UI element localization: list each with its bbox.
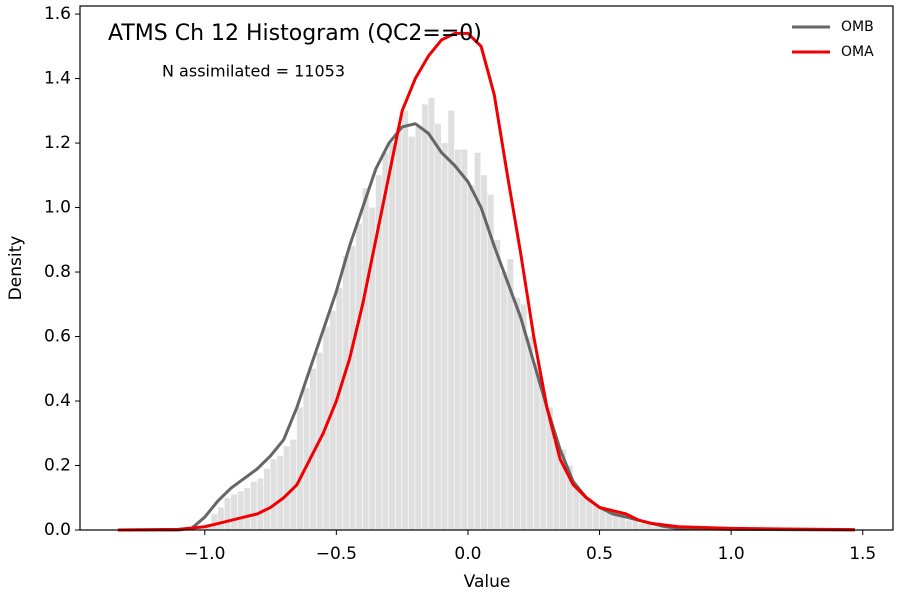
y-tick-label: 0.0 — [44, 520, 71, 540]
histogram-bar — [402, 110, 409, 531]
histogram-bar — [211, 513, 218, 530]
y-axis-label: Density — [6, 236, 26, 301]
histogram-bar — [540, 391, 547, 530]
y-tick-label: 0.6 — [44, 327, 71, 347]
histogram-bar — [270, 459, 277, 530]
histogram-bar — [244, 488, 251, 530]
x-tick-label: 1.5 — [849, 544, 876, 564]
chart-title: ATMS Ch 12 Histogram (QC2==0) — [108, 21, 482, 46]
histogram-bar — [632, 520, 639, 530]
histogram-bar — [283, 446, 290, 530]
histogram-bar — [645, 523, 652, 530]
histogram-bar — [454, 149, 461, 530]
histogram-bar — [342, 255, 349, 530]
histogram-bar — [487, 194, 494, 530]
histogram-bar — [514, 297, 520, 530]
histogram-bar — [415, 126, 422, 530]
histogram-bar — [599, 507, 606, 530]
x-tick-label: −0.5 — [316, 544, 357, 564]
histogram-bar — [263, 468, 270, 530]
y-tick-label: 0.2 — [44, 456, 71, 476]
histogram-bar — [369, 207, 376, 531]
histogram-bar — [277, 455, 284, 530]
y-tick-label: 0.4 — [44, 391, 71, 411]
x-tick-label: 0.0 — [454, 544, 481, 564]
histogram-bar — [421, 104, 428, 530]
line-oma — [117, 31, 855, 532]
histogram-bar — [257, 478, 264, 530]
histogram-bar — [441, 143, 448, 531]
histogram-bar — [625, 520, 632, 530]
histogram-bar — [579, 494, 586, 530]
histogram-bar — [224, 497, 231, 530]
x-axis-label: Value — [464, 572, 511, 592]
histogram-bar — [639, 523, 645, 530]
histogram-bar — [356, 223, 363, 530]
x-tick-label: 1.0 — [718, 544, 745, 564]
histogram-bar — [329, 310, 336, 530]
histogram-bar — [586, 497, 593, 530]
histogram-bar — [349, 246, 356, 531]
histogram-bar — [428, 97, 435, 530]
histogram-bar — [395, 126, 402, 530]
histogram-bar — [533, 362, 540, 530]
y-tick-label: 1.2 — [44, 133, 71, 153]
histogram-bar — [481, 175, 488, 531]
histogram-bar — [290, 439, 297, 530]
histogram-bar — [652, 526, 659, 530]
histogram-bar — [467, 184, 474, 530]
histogram-bar — [520, 304, 527, 530]
histogram-bar — [303, 388, 310, 530]
histogram-bar — [435, 123, 442, 531]
histogram-bar — [612, 513, 619, 530]
histogram-bar — [217, 507, 224, 530]
histogram-bar — [566, 465, 573, 530]
histogram-bar — [560, 449, 567, 530]
y-tick-label: 1.0 — [44, 198, 71, 218]
histogram-bar — [362, 188, 369, 530]
line-omb — [117, 122, 855, 532]
axes-frame — [79, 5, 894, 531]
histogram-bar — [500, 272, 507, 530]
histogram-bar — [474, 152, 481, 530]
histogram-bar — [375, 175, 382, 531]
legend-label: OMB — [841, 19, 874, 35]
histogram-bar — [507, 259, 514, 530]
plot-area — [117, 31, 855, 532]
histogram-bar — [553, 439, 560, 530]
histogram-bar — [494, 239, 501, 531]
histogram-bar — [461, 149, 468, 530]
histogram-bar — [310, 368, 317, 530]
x-tick-label: 0.5 — [586, 544, 613, 564]
histogram-bar — [237, 491, 244, 530]
histogram-bar — [336, 288, 343, 530]
x-tick-label: −1.0 — [184, 544, 225, 564]
histogram-bar — [619, 517, 626, 530]
histogram-bar — [296, 407, 303, 530]
histogram-bar — [250, 481, 257, 530]
histogram-bar — [606, 510, 613, 530]
histogram-bar — [658, 526, 665, 530]
legend-label: OMA — [841, 44, 874, 60]
histogram-bar — [382, 152, 389, 530]
histogram-bar — [573, 488, 580, 530]
histogram-bar — [231, 494, 238, 530]
histogram-bar — [388, 143, 395, 531]
y-tick-label: 1.6 — [44, 4, 71, 24]
histogram-bar — [527, 336, 534, 530]
y-tick-label: 0.8 — [44, 262, 71, 282]
histogram-bar — [546, 407, 553, 530]
histogram-bar — [448, 110, 455, 531]
histogram-bar — [408, 136, 415, 530]
y-tick-label: 1.4 — [44, 69, 71, 89]
histogram-bar — [592, 504, 599, 530]
annotation: N assimilated = 11053 — [162, 62, 345, 81]
